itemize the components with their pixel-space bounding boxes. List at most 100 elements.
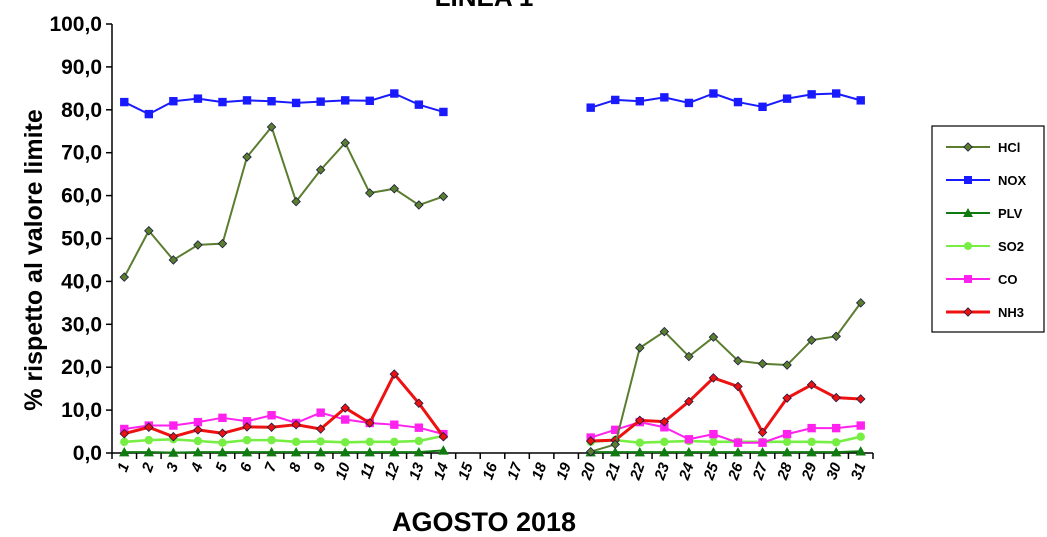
x-tick-label: 19 [553,460,575,482]
data-point [242,96,252,105]
data-point [389,446,400,457]
series-line [590,421,861,444]
data-point [659,326,670,337]
data-point [831,423,841,433]
data-point [683,446,695,457]
data-point [169,97,178,106]
data-point [168,255,179,265]
legend-label: NOX [998,173,1027,188]
x-tick-label: 24 [676,460,698,483]
data-point [708,373,719,383]
data-point [266,446,277,457]
data-point [242,435,252,445]
data-point [831,89,841,98]
data-point [439,107,448,117]
x-tick-label: 9 [311,460,330,474]
legend-label: HCl [998,140,1020,155]
x-tick-label: 5 [212,460,231,474]
data-point [855,446,866,456]
x-tick-label: 8 [286,460,305,474]
data-point [193,240,203,250]
data-point [291,98,301,108]
data-point [708,446,719,457]
legend-item: SO2 [946,239,1024,254]
data-point [635,415,645,426]
data-point [806,335,817,345]
data-point [266,122,277,132]
data-point [217,428,228,439]
data-point [341,415,350,424]
data-point [315,446,326,457]
data-point [217,238,228,249]
y-tick-label: 90,0 [61,56,102,79]
data-point [831,392,841,403]
data-point [364,418,375,428]
series-line [124,449,444,454]
data-point [964,242,972,250]
data-point [659,416,670,427]
data-point [830,446,842,457]
data-point [856,96,865,105]
data-point [414,398,424,409]
series-hcl [119,122,866,457]
data-point [807,437,816,447]
data-point [143,446,155,457]
x-tick-label: 30 [823,460,845,482]
data-point [242,152,252,162]
data-point [341,438,350,447]
data-point [438,431,449,442]
data-point [315,424,326,434]
data-point [365,437,374,447]
legend: HCl NOX PLV SO2 CO NH3 [931,125,1045,333]
legend-item: PLV [946,206,1023,221]
data-point [193,417,203,427]
x-tick-label: 2 [138,460,157,475]
data-point [119,446,130,457]
data-point [120,97,129,107]
data-point [193,425,203,435]
data-point [684,435,694,444]
x-tick-label: 14 [430,460,452,482]
x-tick-label: 18 [529,460,551,482]
data-point [963,208,973,217]
data-point [365,96,374,105]
data-point [806,380,817,390]
series-so2 [120,431,865,447]
series-line [590,450,861,454]
series-layer [119,89,866,457]
x-tick-label: 29 [798,460,820,483]
data-point [438,191,449,202]
data-point [267,411,276,420]
legend-item: HCl [946,140,1020,155]
data-point [144,422,154,433]
data-point [855,298,866,308]
data-point [610,446,621,457]
x-axis-label: AGOSTO 2018 [392,507,576,537]
x-tick-label: 13 [406,460,428,482]
x-tick-label: 25 [700,460,722,483]
y-tick-label: 40,0 [61,270,102,293]
data-point [635,343,645,353]
x-tick-label: 31 [848,461,870,482]
series-line [590,376,861,443]
data-point [267,435,276,445]
data-point [414,436,424,446]
data-point [585,446,596,457]
data-point [635,438,644,447]
x-tick-label: 28 [774,460,796,483]
data-point [684,98,694,108]
y-tick-label: 60,0 [61,185,102,208]
data-point [414,100,424,109]
data-point [291,196,301,207]
data-point [708,332,719,342]
data-point [218,97,227,107]
series-line [123,125,444,278]
x-tick-label: 17 [504,460,526,482]
axes: 0,0 10,0 20,0 30,0 40,0 50,0 60,0 70,0 80,0 90,0 1… [49,13,874,483]
data-point [782,437,792,447]
y-tick-label: 100,0 [49,13,102,36]
series-line [123,372,445,439]
data-point [390,89,399,98]
data-point [267,97,276,106]
